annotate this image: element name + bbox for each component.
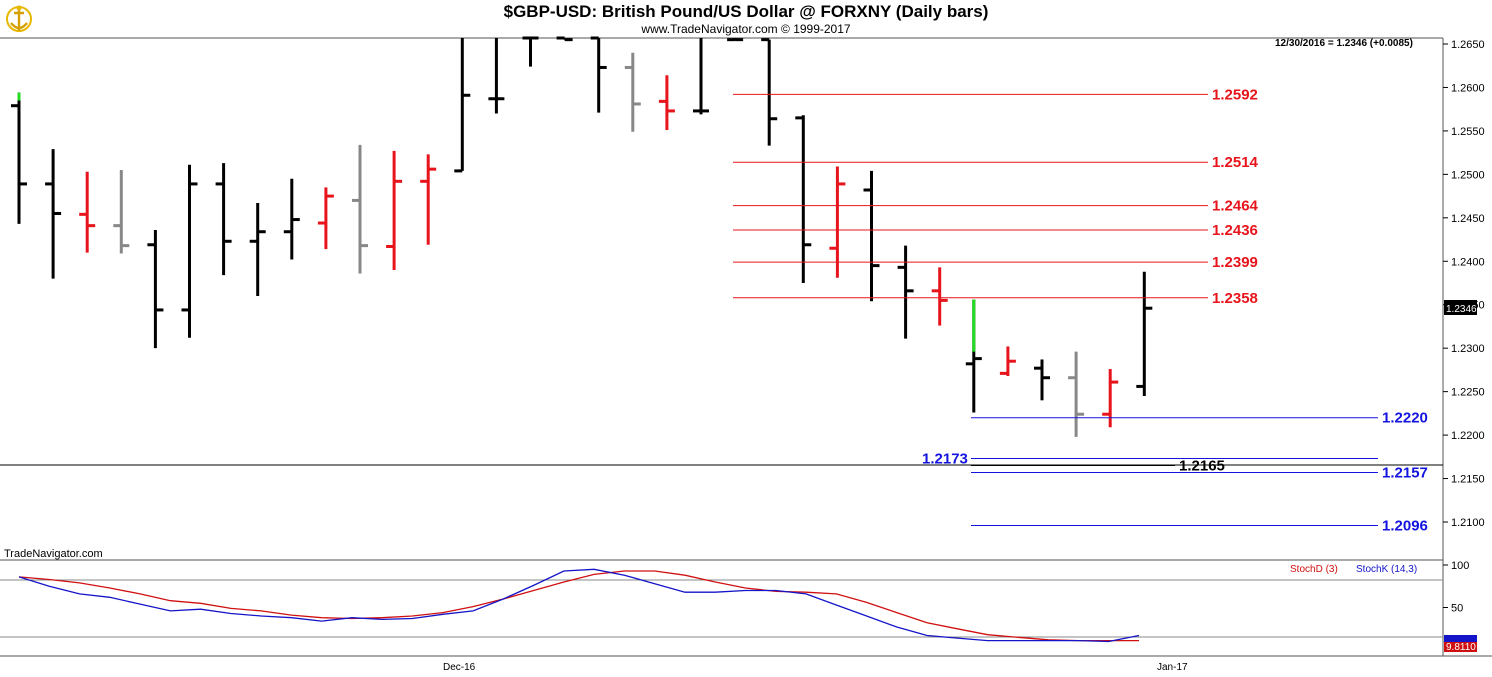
- y-tick-label: 1.2600: [1451, 82, 1485, 94]
- support-label-extra: 1.2173: [922, 451, 968, 468]
- y-tick-label: 1.2150: [1451, 474, 1485, 486]
- price-bar: [658, 75, 675, 131]
- y-tick-label: 1.2250: [1451, 387, 1485, 399]
- price-bar: [454, 38, 471, 173]
- price-bar: [795, 115, 812, 283]
- price-bar: [420, 154, 437, 245]
- price-bar: [488, 38, 505, 114]
- resistance-label: 1.2514: [1212, 154, 1259, 171]
- stoch-tag: 9.8110: [1444, 635, 1477, 653]
- support-label: 1.2220: [1382, 410, 1428, 427]
- chart-title: $GBP-USD: British Pound/US Dollar @ FORX…: [503, 2, 989, 21]
- y-tick-label: 1.2500: [1451, 169, 1485, 181]
- price-bar: [11, 92, 27, 224]
- price-bar: [79, 171, 96, 253]
- price-bar: [317, 187, 334, 250]
- price-bar: [556, 36, 573, 42]
- resistance-label: 1.2464: [1212, 198, 1259, 215]
- x-tick-jan-17: Jan-17: [1157, 662, 1188, 673]
- price-bar: [1034, 359, 1050, 401]
- price-bar: [147, 229, 164, 349]
- price-bar: [45, 149, 62, 279]
- support-label: 1.2096: [1382, 517, 1428, 534]
- price-tag: 1.2346: [1444, 300, 1477, 315]
- price-bar: [352, 144, 368, 274]
- resistance-label: 1.2358: [1212, 290, 1258, 307]
- price-tag-value: 1.2346: [1446, 304, 1477, 315]
- resistance-label: 1.2399: [1212, 254, 1258, 271]
- price-bar: [863, 170, 880, 302]
- y-tick-label: 1.2100: [1451, 517, 1485, 529]
- price-bar: [931, 267, 948, 326]
- price-bar: [1068, 351, 1085, 437]
- copyright-text: www.TradeNavigator.com © 1999-2017: [641, 22, 851, 36]
- stochk-line: [18, 568, 1140, 643]
- price-bar: [761, 38, 778, 146]
- y-tick-label: 1.2200: [1451, 430, 1485, 442]
- price-bar: [693, 38, 709, 115]
- resistance-label: 1.2592: [1212, 86, 1258, 103]
- y-tick-label: 1.2300: [1451, 343, 1485, 355]
- resistance-label: 1.2436: [1212, 222, 1258, 239]
- y-tick-label: 1.2450: [1451, 213, 1485, 225]
- price-bar: [897, 245, 914, 339]
- legend-stochk: StochK (14,3): [1356, 564, 1417, 575]
- stochd-line: [18, 570, 1139, 642]
- support-label: 1.2157: [1382, 464, 1428, 481]
- price-bar: [522, 36, 539, 67]
- price-bar: [1102, 369, 1119, 428]
- y-tick-label: 1.2400: [1451, 256, 1485, 268]
- chart-header: $GBP-USD: British Pound/US Dollar @ FORX…: [0, 0, 1492, 38]
- price-bar: [590, 36, 607, 113]
- price-bar: [727, 38, 744, 42]
- watermark-text: TradeNavigator.com: [4, 548, 103, 560]
- price-bar: [249, 203, 266, 297]
- price-bar: [283, 178, 300, 260]
- price-bar: [386, 150, 403, 270]
- ship-anchor-logo-icon: [6, 5, 32, 32]
- x-tick-dec-16: Dec-16: [443, 662, 476, 673]
- price-bar: [215, 163, 232, 276]
- stoch-tick-label: 100: [1451, 560, 1469, 572]
- price-bar: [113, 170, 130, 254]
- price-bar: [999, 346, 1016, 376]
- y-tick-label: 1.2550: [1451, 126, 1485, 138]
- price-bar: [181, 164, 198, 338]
- reference-level-label: 1.2165: [1179, 458, 1225, 475]
- price-bar: [624, 52, 641, 132]
- legend-stochd: StochD (3): [1290, 564, 1338, 575]
- stoch-tick-label: 50: [1451, 603, 1463, 615]
- stoch-tag-value: 9.8110: [1446, 642, 1476, 653]
- price-bar: [1136, 271, 1153, 396]
- y-tick-label: 1.2650: [1451, 39, 1485, 51]
- last-quote-text: 12/30/2016 = 1.2346 (+0.0085): [1275, 38, 1413, 49]
- price-bar: [829, 166, 846, 278]
